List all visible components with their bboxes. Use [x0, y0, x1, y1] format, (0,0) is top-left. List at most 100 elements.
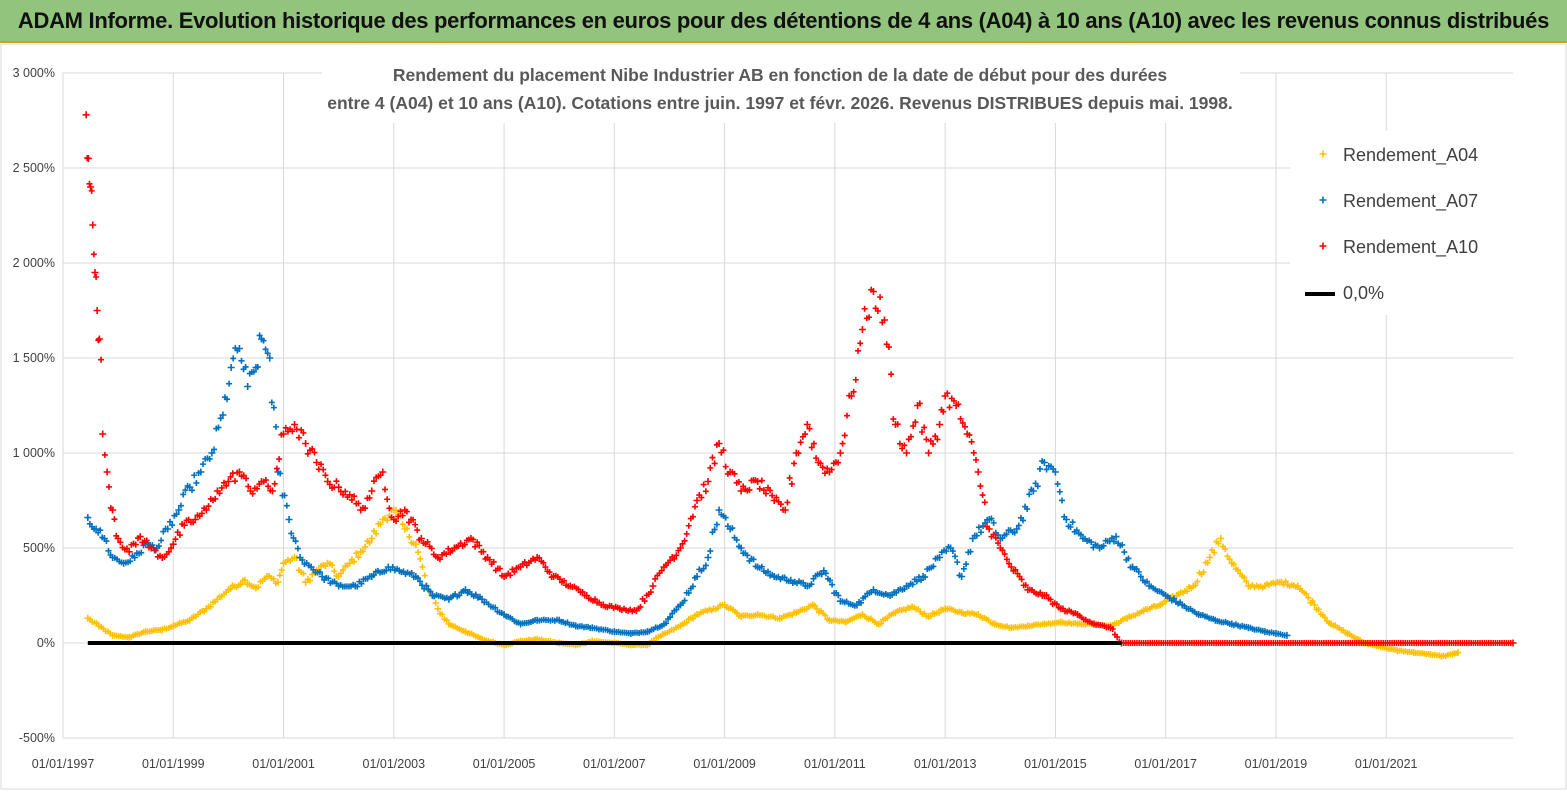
scatter-mark	[1204, 559, 1211, 566]
scatter-mark	[428, 545, 435, 552]
scatter-mark	[386, 505, 393, 512]
data-point	[285, 516, 293, 523]
data-point	[346, 559, 354, 567]
scatter-mark	[1321, 614, 1328, 621]
scatter-mark	[254, 485, 261, 492]
series-rendement_a07	[84, 332, 1291, 639]
scatter-mark	[824, 465, 831, 472]
scatter-mark	[1020, 517, 1026, 524]
scatter-mark	[262, 346, 269, 353]
scatter-mark	[1001, 551, 1008, 558]
scatter-mark	[966, 432, 973, 439]
scatter-mark	[292, 538, 299, 545]
scatter-mark	[288, 530, 295, 537]
scatter-mark	[166, 518, 173, 525]
data-point	[737, 487, 745, 495]
scatter-mark	[476, 542, 483, 549]
legend-label: Rendement_A04	[1343, 145, 1478, 166]
scatter-mark	[561, 577, 568, 584]
scatter-mark	[182, 487, 189, 494]
scatter-mark	[909, 581, 916, 588]
scatter-mark	[1305, 594, 1312, 601]
data-point	[269, 487, 277, 495]
data-point	[219, 411, 227, 419]
scatter-mark	[255, 584, 262, 591]
data-point	[368, 487, 376, 495]
data-point	[164, 525, 172, 533]
scatter-mark	[899, 445, 906, 452]
scatter-mark	[943, 548, 950, 555]
legend-swatch-marker	[1319, 242, 1327, 250]
scatter-mark	[1015, 522, 1022, 529]
data-point	[461, 586, 469, 594]
data-point	[693, 573, 701, 580]
scatter-mark	[410, 516, 417, 523]
scatter-mark	[852, 376, 859, 383]
scatter-mark	[788, 480, 795, 487]
x-tick-label: 01/01/1997	[32, 757, 95, 771]
data-point	[335, 483, 343, 491]
scatter-mark	[260, 337, 267, 344]
scatter-mark	[227, 585, 234, 592]
scatter-mark	[294, 545, 301, 552]
scatter-mark	[923, 436, 930, 443]
scatter-mark	[331, 568, 338, 575]
scatter-mark	[304, 450, 311, 457]
scatter-mark	[143, 537, 150, 544]
scatter-mark	[1054, 480, 1061, 487]
scatter-mark	[734, 609, 741, 616]
scatter-mark	[968, 438, 975, 445]
scatter-mark	[329, 561, 336, 568]
scatter-mark	[105, 547, 112, 554]
scatter-mark	[952, 553, 959, 560]
scatter-mark	[556, 576, 563, 583]
scatter-mark	[1282, 578, 1289, 585]
scatter-mark	[1135, 568, 1142, 575]
scatter-mark	[415, 549, 422, 556]
scatter-mark	[707, 548, 714, 555]
scatter-mark	[973, 532, 980, 539]
scatter-mark	[1121, 549, 1128, 556]
data-point	[114, 535, 122, 542]
scatter-mark	[700, 565, 707, 572]
data-point	[89, 221, 97, 229]
scatter-mark	[713, 521, 720, 528]
scatter-mark	[103, 538, 110, 545]
scatter-mark	[592, 596, 599, 603]
data-point	[715, 440, 723, 447]
scatter-mark	[999, 547, 1006, 554]
data-point	[379, 468, 387, 476]
scatter-mark	[822, 612, 829, 619]
scatter-mark	[200, 461, 207, 468]
scatter-mark	[268, 399, 275, 406]
scatter-mark	[211, 446, 218, 453]
scatter-mark	[337, 570, 344, 577]
scatter-mark	[683, 619, 690, 626]
scatter-mark	[227, 473, 234, 480]
scatter-mark	[786, 474, 793, 481]
scatter-mark	[1012, 566, 1019, 573]
scatter-mark	[230, 355, 237, 362]
y-tick-label: 1 500%	[13, 351, 55, 365]
scatter-mark	[270, 575, 277, 582]
scatter-mark	[673, 552, 680, 559]
scatter-mark	[702, 488, 709, 495]
scatter-mark	[232, 478, 239, 485]
scatter-mark	[311, 449, 318, 456]
scatter-mark	[808, 444, 815, 451]
scatter-mark	[729, 525, 736, 532]
data-point	[1051, 468, 1059, 476]
scatter-mark	[238, 357, 245, 364]
scatter-mark	[1022, 582, 1029, 589]
scatter-mark	[999, 535, 1006, 542]
scatter-mark	[681, 597, 688, 604]
data-point	[858, 326, 866, 333]
data-point	[1040, 459, 1048, 466]
scatter-mark	[1026, 491, 1033, 498]
scatter-mark	[679, 540, 686, 547]
scatter-mark	[896, 440, 903, 447]
scatter-mark	[362, 543, 369, 550]
data-point	[91, 269, 99, 276]
scatter-mark	[767, 487, 774, 494]
scatter-mark	[98, 356, 105, 363]
